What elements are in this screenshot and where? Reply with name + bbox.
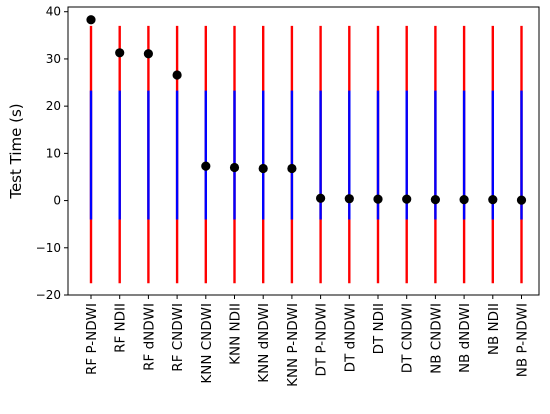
data-point [459,195,469,205]
x-tick-label: NB P-NDWI [515,303,531,377]
x-tick-label: NB dNDWI [457,303,473,373]
data-point [258,163,268,174]
y-tick-label: −20 [36,288,61,302]
data-point [287,163,297,174]
x-tick-label: DT dNDWI [342,303,358,372]
data-point [201,161,211,171]
x-tick-label: RF NDII [113,303,129,353]
data-point [402,194,412,204]
data-point [316,193,326,203]
data-point [229,162,240,173]
data-point [86,15,96,25]
x-tick-label: RF CNDWI [170,303,186,372]
data-point [115,48,125,58]
data-point [172,70,182,80]
data-point [344,194,354,204]
plot-frame [67,6,540,296]
x-tick-label: KNN dNDWI [256,303,272,383]
interval-bars [89,25,523,284]
y-tick-label: −10 [36,241,61,255]
data-point [430,195,440,205]
data-point [516,195,527,205]
data-points [86,15,527,205]
x-tick-label: NB CNDWI [428,303,444,374]
x-tick-label: DT P-NDWI [314,303,330,376]
y-tick-label: 40 [46,5,61,19]
data-point [488,195,498,205]
y-tick-label: 20 [46,99,61,113]
data-point [373,194,383,204]
x-tick-label: KNN P-NDWI [285,303,301,387]
x-tick-label: NB NDII [486,303,502,355]
x-axis: RF P-NDWI RF NDII RF dNDWI RF CNDWI KNN CNDW… [84,295,531,387]
x-tick-label: DT CNDWI [400,303,416,373]
y-tick-label: 10 [46,146,61,160]
y-tick-label: 0 [53,194,61,208]
y-axis: −20 −10 0 10 20 30 40 [36,5,68,302]
x-tick-label: RF dNDWI [141,303,157,371]
y-axis-label: Test Time (s) [7,103,25,199]
y-tick-label: 30 [46,52,61,66]
x-tick-label: KNN NDII [228,303,244,365]
x-tick-label: DT NDII [371,303,387,354]
x-tick-label: KNN CNDWI [199,303,215,384]
data-point [143,49,153,59]
x-tick-label: RF P-NDWI [84,303,100,375]
